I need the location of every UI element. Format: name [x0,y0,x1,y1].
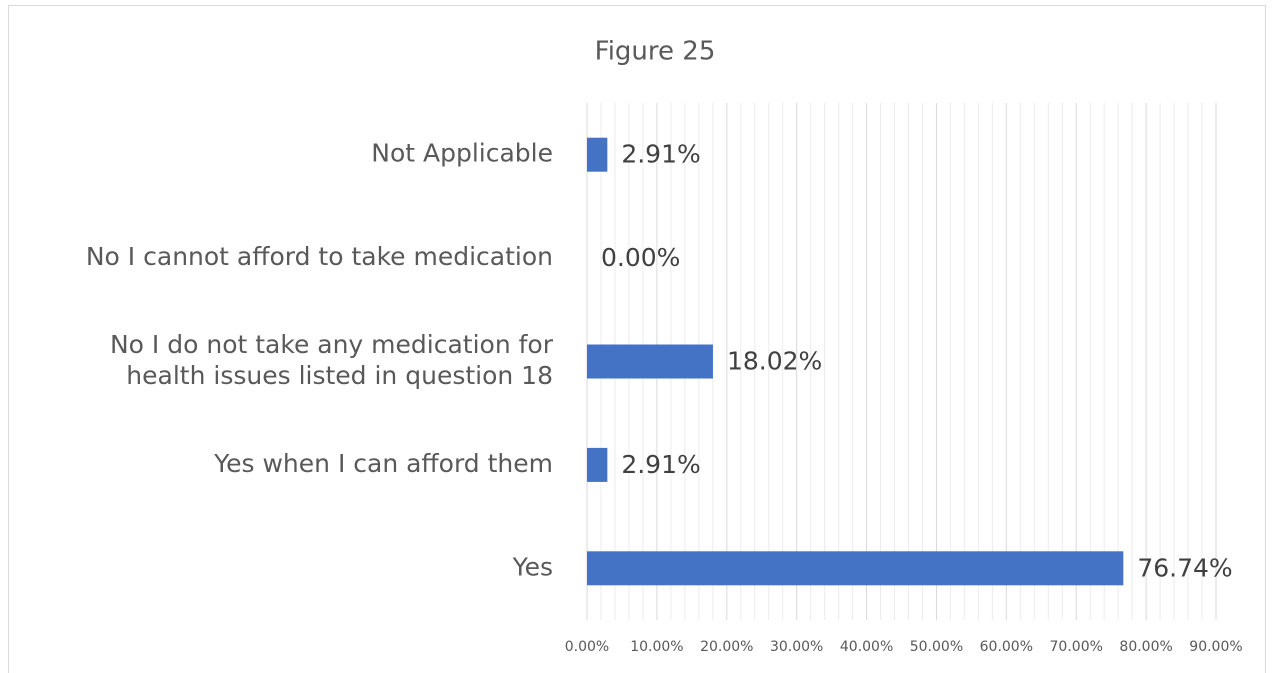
x-tick-label: 50.00% [910,639,963,655]
chart-title: Figure 25 [595,37,716,67]
x-tick-label: 20.00% [700,639,753,655]
x-tick-label: 90.00% [1189,639,1242,655]
y-tick-label: Yes when I can afford them [213,449,553,478]
y-tick-label: No I do not take any medication for healt… [110,330,554,390]
y-tick-label: Not Applicable [371,139,553,168]
bar [587,344,713,379]
bar [587,447,608,482]
data-label: 2.91% [621,140,700,169]
x-tick-label: 40.00% [840,639,893,655]
bar [587,551,1124,586]
x-tick-label: 30.00% [770,639,823,655]
bar [587,137,608,172]
data-label: 0.00% [601,243,680,272]
x-tick-label: 70.00% [1050,639,1103,655]
x-tick-label: 10.00% [630,639,683,655]
data-label: 76.74% [1137,553,1232,582]
data-label: 18.02% [727,347,822,376]
y-tick-label: Yes [512,552,553,581]
x-tick-label: 0.00% [565,639,609,655]
x-tick-label: 80.00% [1119,639,1172,655]
y-tick-label: No I cannot afford to take medication [86,242,553,271]
data-label: 2.91% [621,450,700,479]
x-tick-label: 60.00% [980,639,1033,655]
